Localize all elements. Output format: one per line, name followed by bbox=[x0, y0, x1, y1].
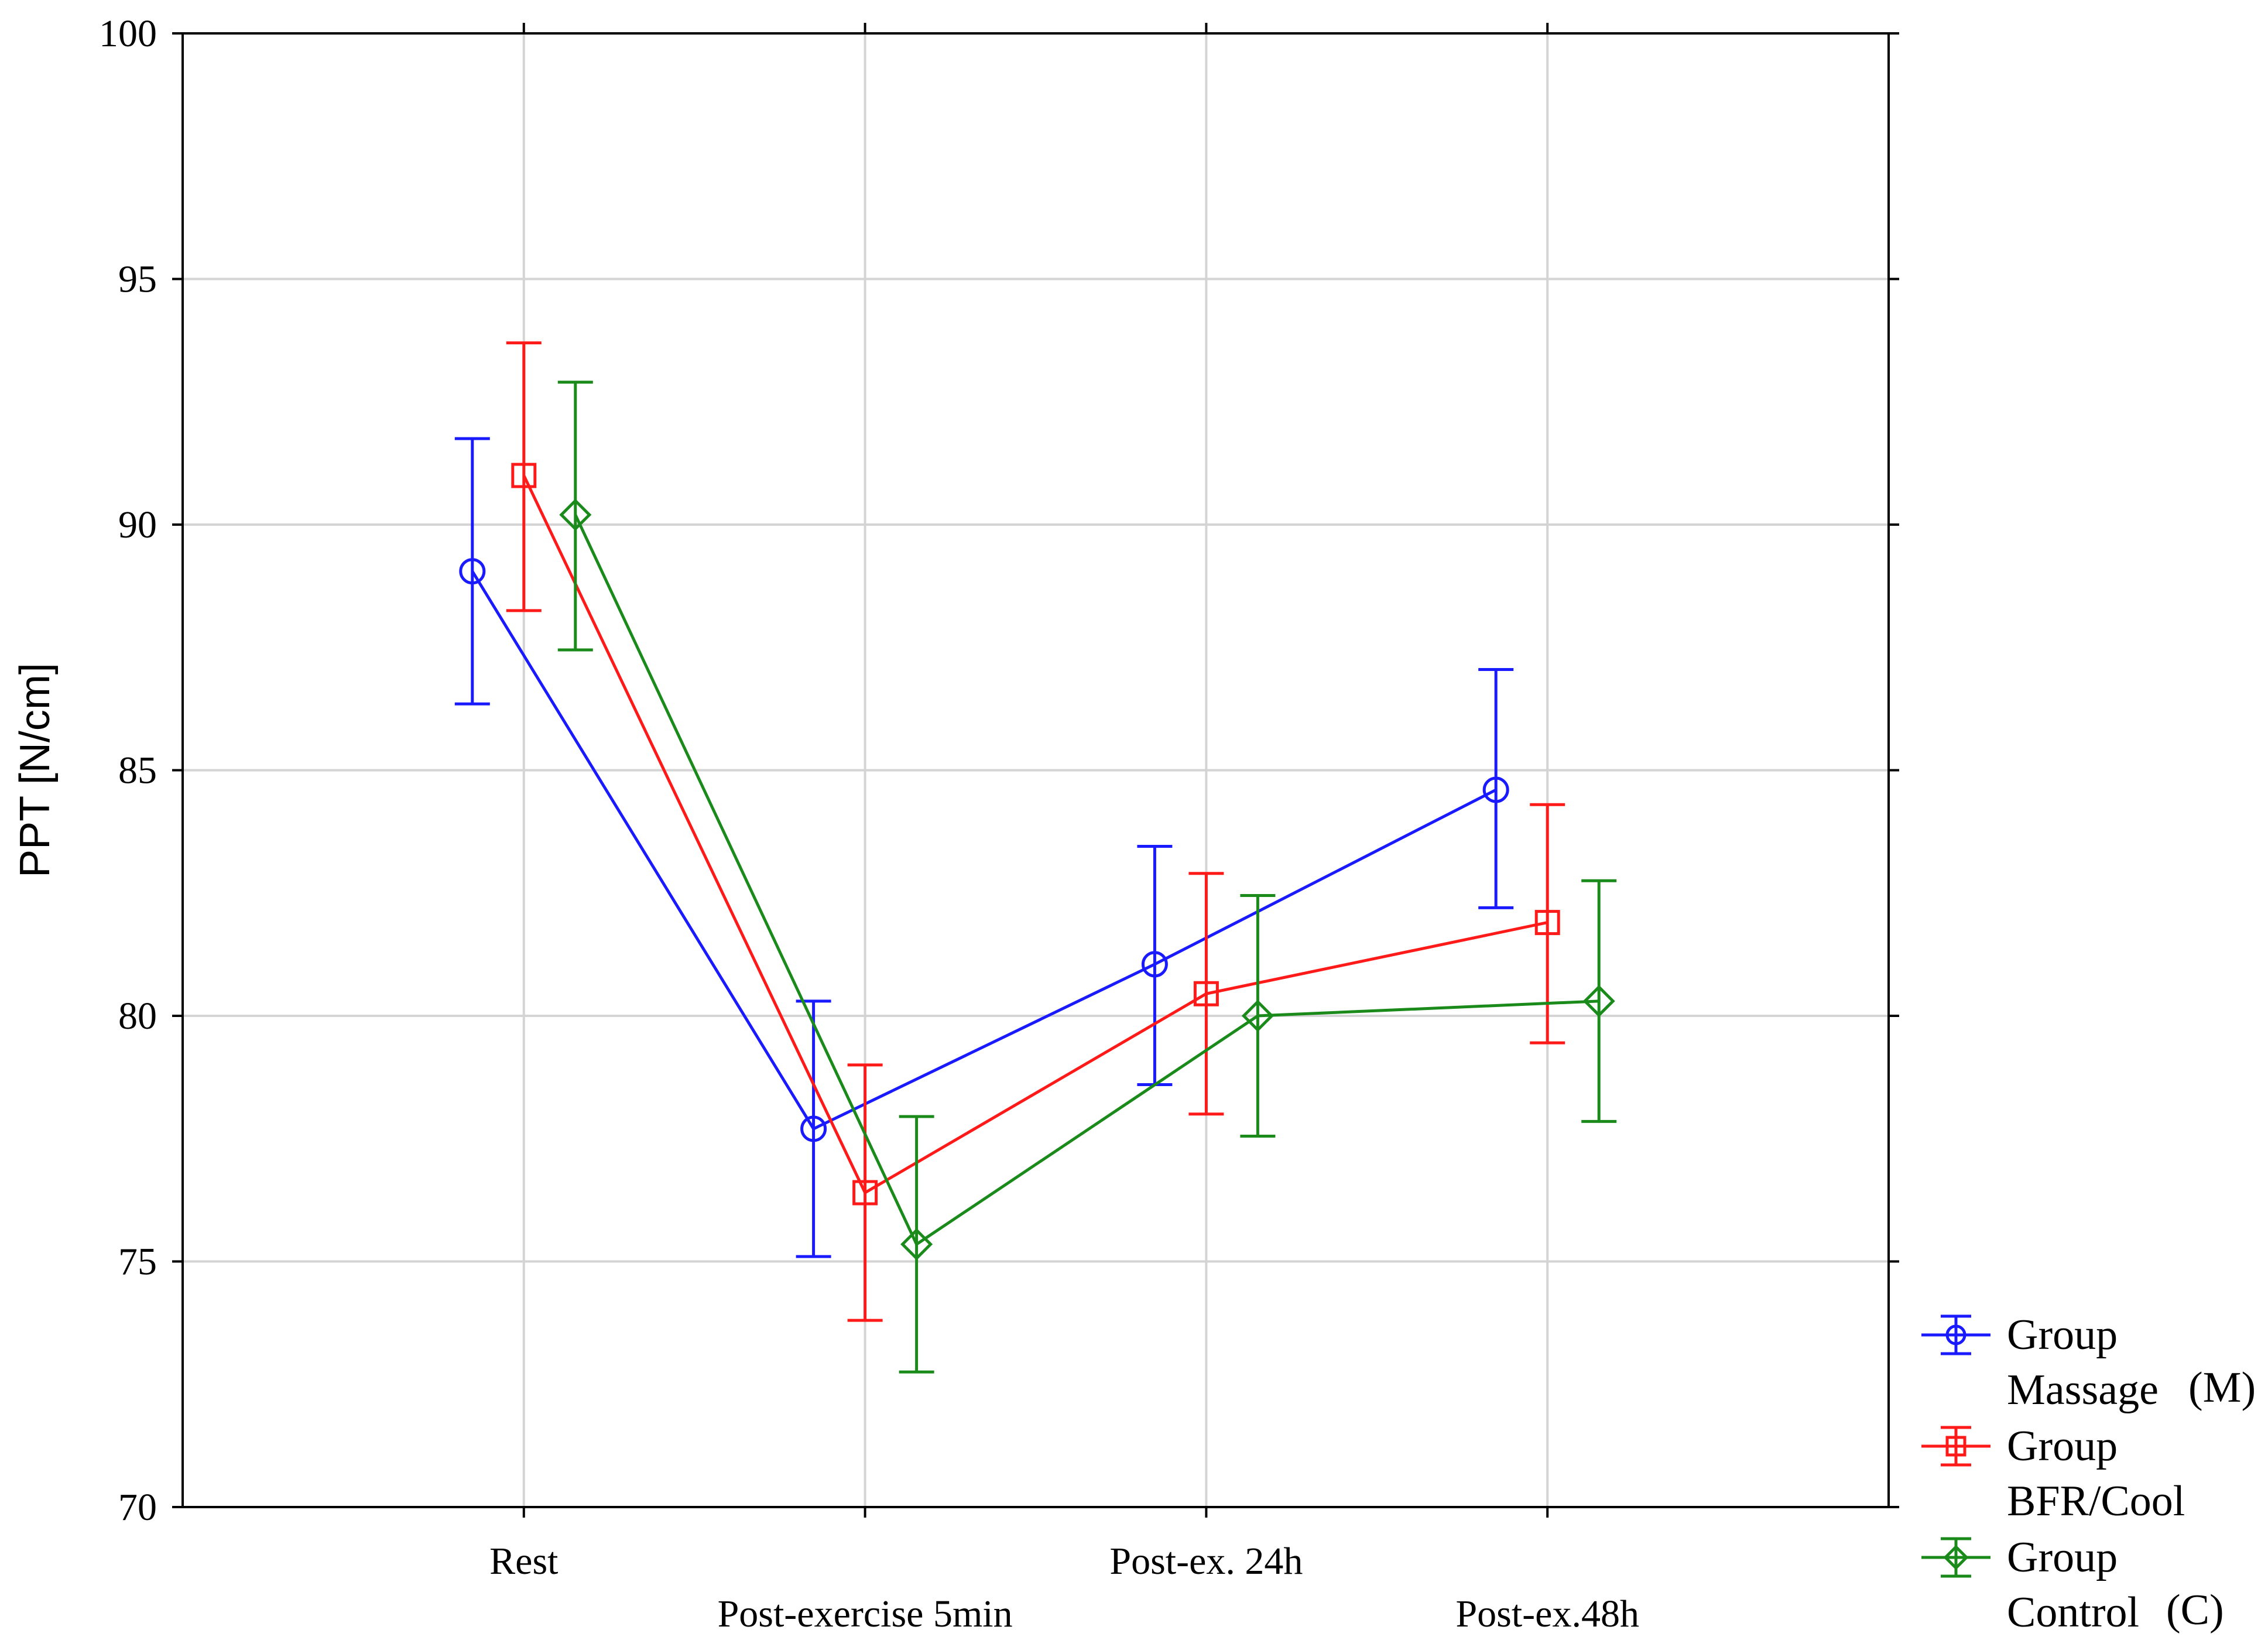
y-tick-label: 85 bbox=[118, 749, 157, 792]
data-point-circle bbox=[800, 1115, 827, 1142]
x-tick-label: Post-ex.48h bbox=[1455, 1593, 1639, 1635]
data-point-square bbox=[511, 463, 537, 488]
data-point-diamond bbox=[1241, 999, 1274, 1032]
y-tick-label: 100 bbox=[99, 12, 157, 55]
legend-entry-circle: Group Massage (M) bbox=[1921, 1311, 2256, 1414]
data-point-square bbox=[852, 1180, 878, 1206]
legend-label-line1: Group bbox=[2007, 1311, 2118, 1359]
data-point-diamond bbox=[559, 498, 592, 531]
data-point-circle bbox=[1482, 776, 1509, 803]
series-line bbox=[471, 570, 1497, 1131]
legend-label-line1: Group bbox=[2007, 1533, 2118, 1581]
y-tick-label: 70 bbox=[118, 1486, 157, 1529]
x-tick-label: Post-ex. 24h bbox=[1109, 1540, 1303, 1583]
gridlines bbox=[183, 33, 1889, 1507]
x-tick-label: Rest bbox=[489, 1540, 558, 1583]
legend: Group Massage (M) Group BFR/Cool Group Control… bbox=[1921, 1311, 2256, 1636]
y-tick-labels: 70 75 80 85 90 95 100 bbox=[99, 12, 157, 1529]
axis-ticks bbox=[172, 23, 1899, 1518]
y-tick-label: 75 bbox=[118, 1241, 157, 1283]
data-point-square bbox=[1534, 910, 1560, 936]
x-tick-label: Post-exercise 5min bbox=[718, 1593, 1013, 1635]
legend-entry-square: Group BFR/Cool bbox=[1921, 1422, 2185, 1525]
y-axis-label: PPT [N/cm] bbox=[12, 663, 59, 878]
series-line bbox=[522, 475, 1548, 1195]
legend-label-line2: Control bbox=[2007, 1588, 2139, 1636]
data-point-diamond bbox=[900, 1228, 933, 1261]
series-square bbox=[506, 341, 1565, 1322]
data-point-square bbox=[1193, 981, 1219, 1006]
legend-label-line2: BFR/Cool bbox=[2007, 1477, 2185, 1525]
series-diamond bbox=[557, 381, 1617, 1374]
y-tick-label: 90 bbox=[118, 504, 157, 546]
series-line bbox=[574, 514, 1599, 1247]
legend-marker-circle bbox=[1945, 1324, 1966, 1345]
series-layer bbox=[454, 341, 1617, 1374]
legend-label-suffix: (M) bbox=[2188, 1364, 2256, 1412]
data-point-diamond bbox=[1582, 985, 1615, 1018]
legend-entry-diamond: Group Control (C) bbox=[1921, 1533, 2224, 1636]
data-point-circle bbox=[1141, 951, 1168, 978]
legend-label-suffix: (C) bbox=[2166, 1586, 2224, 1634]
series-circle bbox=[454, 437, 1514, 1258]
x-tick-labels: Rest Post-exercise 5min Post-ex. 24h Post-e… bbox=[489, 1540, 1639, 1635]
y-tick-label: 95 bbox=[118, 258, 157, 301]
data-point-circle bbox=[459, 558, 486, 585]
y-tick-label: 80 bbox=[118, 995, 157, 1037]
legend-marker-diamond bbox=[1943, 1545, 1969, 1570]
legend-marker-square bbox=[1945, 1436, 1966, 1457]
legend-label-line1: Group bbox=[2007, 1422, 2118, 1470]
legend-label-line2: Massage bbox=[2007, 1366, 2159, 1414]
